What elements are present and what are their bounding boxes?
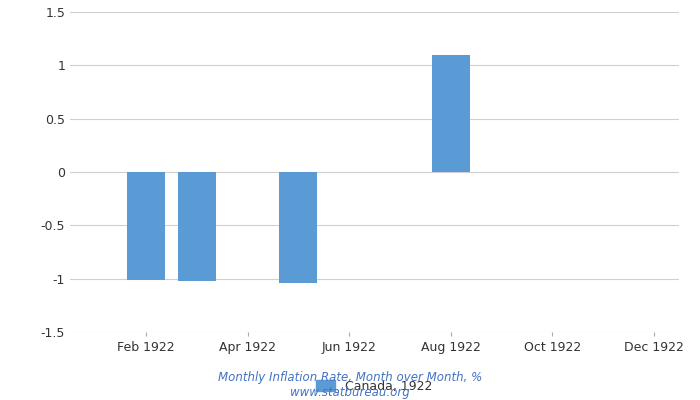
Text: Monthly Inflation Rate, Month over Month, %: Monthly Inflation Rate, Month over Month… xyxy=(218,372,482,384)
Bar xyxy=(279,172,317,283)
Bar xyxy=(127,172,165,280)
Bar xyxy=(432,55,470,172)
Legend: Canada, 1922: Canada, 1922 xyxy=(316,380,433,393)
Bar xyxy=(178,172,216,281)
Text: www.statbureau.org: www.statbureau.org xyxy=(290,386,410,399)
